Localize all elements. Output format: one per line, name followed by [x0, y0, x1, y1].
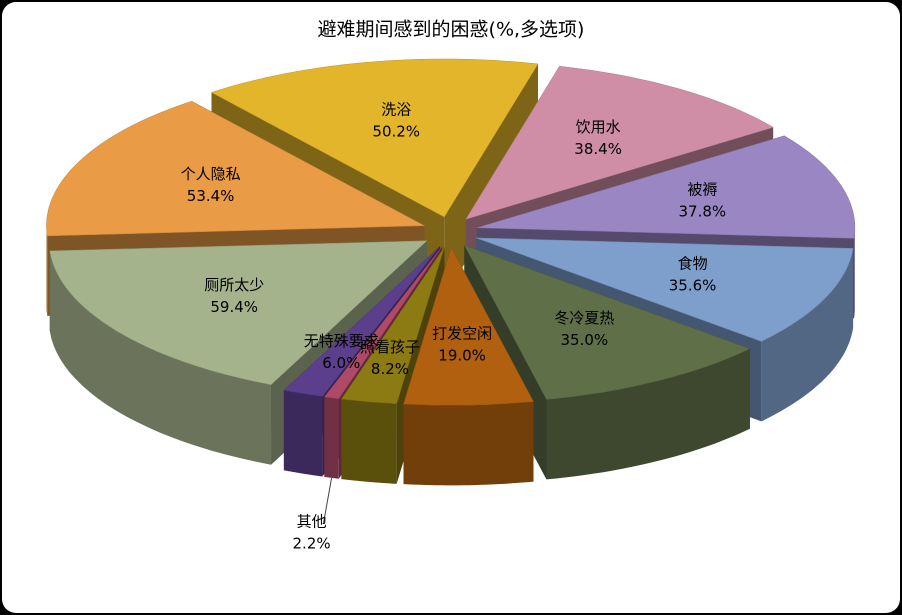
- category-label: 厕所太少: [204, 276, 264, 294]
- pie-slice: [465, 65, 774, 220]
- pie-slice: [340, 246, 445, 405]
- value-label: 38.4%: [574, 140, 622, 158]
- value-label: 2.2%: [293, 534, 331, 552]
- value-label: 53.4%: [187, 187, 235, 205]
- pie-slice: [46, 100, 426, 237]
- category-label: 冬冷夏热: [554, 309, 614, 327]
- pie-slice: [475, 237, 854, 342]
- value-label: 50.2%: [372, 123, 420, 141]
- value-label: 37.8%: [679, 202, 727, 220]
- category-label: 洗浴: [381, 101, 411, 119]
- category-label: 食物: [678, 255, 708, 273]
- slice-side: [283, 390, 323, 477]
- chart-title: 避难期间感到的困惑(%,多选项): [318, 19, 585, 41]
- category-label: 其他: [297, 512, 327, 530]
- pie-slice: [476, 135, 856, 239]
- slice-side: [403, 401, 534, 486]
- pie-slice: [49, 240, 428, 385]
- value-label: 35.0%: [561, 331, 609, 349]
- category-label: 饮用水: [576, 118, 621, 136]
- value-label: 8.2%: [371, 360, 409, 378]
- slice-side: [46, 225, 48, 316]
- pie: [46, 58, 856, 486]
- slice-side: [341, 399, 397, 484]
- value-label: 19.0%: [438, 347, 486, 365]
- category-label: 被褥: [687, 180, 717, 198]
- pie-slice: [403, 246, 534, 406]
- value-label: 6.0%: [322, 354, 360, 372]
- pie-slice: [463, 244, 751, 400]
- slice-side: [761, 248, 854, 422]
- category-label: 打发空闲: [432, 325, 492, 343]
- pie-slice: [210, 58, 539, 218]
- category-label: 照看孩子: [360, 338, 420, 356]
- category-label: 个人隐私: [181, 165, 241, 183]
- category-label: 无特殊要求: [304, 332, 379, 350]
- leader-line: [323, 477, 333, 523]
- pie-slice: [323, 246, 443, 400]
- slice-side: [324, 396, 339, 479]
- slice-side: [854, 227, 855, 319]
- value-label: 59.4%: [210, 298, 258, 316]
- value-label: 35.6%: [669, 277, 717, 295]
- labels: 洗浴 50.2% 饮用水 38.4% 个人隐私 53.4% 被褥 37.8% 食物 35.6% 厕所…: [181, 101, 727, 553]
- slice-side: [49, 250, 271, 465]
- slice-side: [546, 348, 750, 480]
- pie-slice: [283, 246, 441, 397]
